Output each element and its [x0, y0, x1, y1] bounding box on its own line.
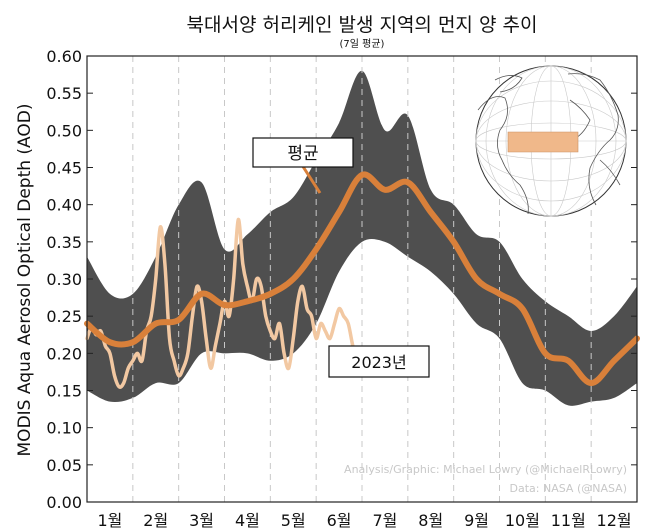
y-tick-label: 0.35: [46, 233, 82, 252]
x-tick-label: 1월: [97, 511, 122, 530]
plot-area: 0.00 0.05 0.10 0.15 0.20 0.25 0.30 0.35 0.40 0.45…: [46, 47, 640, 530]
x-tick-label: 6월: [327, 511, 352, 530]
y-tick-label: 0.00: [46, 493, 82, 512]
y-axis-label: MODIS Aqua Aerosol Optical Depth (AOD): [15, 104, 35, 457]
x-tick-label: 12월: [597, 511, 632, 530]
credit-data: Data: NASA (@NASA): [510, 482, 627, 495]
y-tick-label: 0.60: [46, 47, 82, 66]
y-tick-label: 0.05: [46, 456, 82, 475]
x-tick-label: 5월: [281, 511, 306, 530]
x-tick-label: 8월: [418, 511, 443, 530]
x-tick-label: 2월: [143, 511, 168, 530]
series-mean-line: [84, 171, 640, 387]
y-tick-label: 0.20: [46, 344, 82, 363]
year-callout-label: 2023년: [351, 353, 406, 372]
x-tick-label: 4월: [235, 511, 260, 530]
x-tick-label: 7월: [372, 511, 397, 530]
y-tick-label: 0.50: [46, 121, 82, 140]
year-callout-box: [328, 345, 430, 378]
mean-callout-box: [252, 137, 354, 168]
x-tick-label: 9월: [464, 511, 489, 530]
chart-subtitle: (7일 평균): [340, 38, 385, 50]
x-tick-label: 11월: [551, 511, 586, 530]
credit-analysis: Analysis/Graphic: Michael Lowry (@Michae…: [344, 463, 627, 476]
y-tick-label: 0.30: [46, 270, 82, 289]
dust-region-box: [507, 131, 579, 153]
mean-callout-pointer: [300, 164, 322, 194]
y-tick-label: 0.45: [46, 159, 82, 178]
y-tick-label: 0.10: [46, 419, 82, 438]
y-tick-label: 0.25: [46, 307, 82, 326]
chart-title: 북대서양 허리케인 발생 지역의 먼지 양 추이: [187, 14, 538, 36]
x-tick-label: 3월: [189, 511, 214, 530]
globe-icon: [475, 65, 627, 217]
x-tick-label: 10월: [505, 511, 540, 530]
y-tick-label: 0.15: [46, 382, 82, 401]
y-tick-label: 0.40: [46, 196, 82, 215]
mean-callout-label: 평균: [287, 144, 318, 164]
y-tick-label: 0.55: [46, 84, 82, 103]
series-2023-line: [85, 217, 364, 389]
